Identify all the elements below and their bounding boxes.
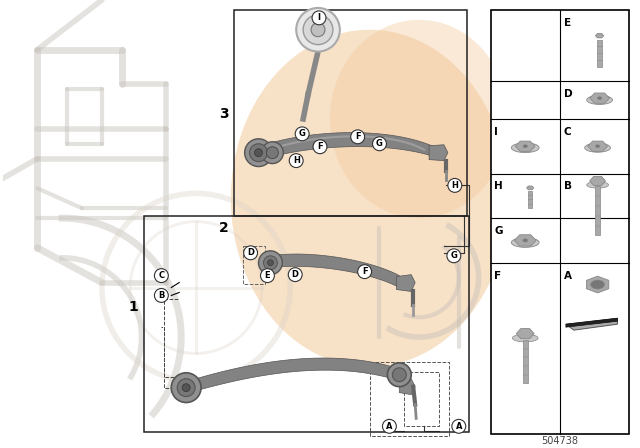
Bar <box>234 10 467 216</box>
Text: G: G <box>495 226 503 236</box>
Text: H: H <box>292 156 300 165</box>
Text: C: C <box>158 271 164 280</box>
Polygon shape <box>516 328 534 339</box>
Circle shape <box>244 246 257 260</box>
Ellipse shape <box>231 30 508 367</box>
Text: F: F <box>495 271 502 280</box>
Circle shape <box>312 11 326 25</box>
Circle shape <box>177 379 195 396</box>
Polygon shape <box>259 133 434 161</box>
Ellipse shape <box>523 145 527 148</box>
Text: I: I <box>495 127 499 137</box>
Circle shape <box>268 260 273 266</box>
Polygon shape <box>515 235 536 246</box>
Circle shape <box>311 23 325 37</box>
Bar <box>490 10 629 434</box>
Polygon shape <box>595 34 604 38</box>
Polygon shape <box>271 254 399 288</box>
Polygon shape <box>515 141 535 151</box>
Text: G: G <box>451 251 458 260</box>
Polygon shape <box>588 141 607 151</box>
Text: G: G <box>376 139 383 148</box>
Ellipse shape <box>585 143 611 152</box>
Circle shape <box>262 142 284 164</box>
Text: I: I <box>317 13 321 22</box>
Circle shape <box>182 383 190 392</box>
Text: D: D <box>564 89 573 99</box>
Circle shape <box>452 419 466 433</box>
Ellipse shape <box>511 237 539 247</box>
Text: E: E <box>265 271 270 280</box>
Text: A: A <box>386 422 393 431</box>
Bar <box>528 191 532 208</box>
Text: 504738: 504738 <box>541 436 579 446</box>
Text: 3: 3 <box>219 107 228 121</box>
Polygon shape <box>396 275 415 292</box>
Bar <box>143 216 468 432</box>
Circle shape <box>351 130 365 144</box>
Polygon shape <box>566 318 618 327</box>
Bar <box>597 39 602 67</box>
Ellipse shape <box>513 334 538 342</box>
Text: D: D <box>247 248 254 257</box>
Ellipse shape <box>587 95 612 104</box>
Ellipse shape <box>523 239 527 242</box>
Bar <box>523 340 528 383</box>
Text: F: F <box>317 142 323 151</box>
Circle shape <box>447 249 461 263</box>
Text: D: D <box>292 270 299 279</box>
Text: F: F <box>355 132 360 141</box>
Ellipse shape <box>597 97 602 99</box>
Circle shape <box>288 268 302 281</box>
Circle shape <box>154 289 168 302</box>
Polygon shape <box>527 186 534 190</box>
Ellipse shape <box>595 145 600 148</box>
Text: A: A <box>456 422 462 431</box>
Circle shape <box>264 256 277 270</box>
Polygon shape <box>586 276 609 293</box>
Ellipse shape <box>330 20 508 218</box>
Circle shape <box>313 140 327 154</box>
Ellipse shape <box>511 143 539 153</box>
Bar <box>595 186 600 236</box>
Text: A: A <box>564 271 572 280</box>
Circle shape <box>295 127 309 141</box>
Circle shape <box>266 147 278 159</box>
Text: B: B <box>564 181 572 191</box>
Circle shape <box>259 251 282 275</box>
Text: B: B <box>158 291 164 300</box>
Circle shape <box>255 149 262 157</box>
Circle shape <box>358 265 372 279</box>
Text: 1: 1 <box>129 300 139 314</box>
Circle shape <box>392 368 406 382</box>
Polygon shape <box>399 379 415 395</box>
Text: 2: 2 <box>219 221 228 235</box>
Polygon shape <box>186 358 399 394</box>
Circle shape <box>448 178 462 192</box>
Circle shape <box>303 15 333 45</box>
Circle shape <box>387 363 412 387</box>
Circle shape <box>372 137 387 151</box>
Text: C: C <box>564 127 572 137</box>
Circle shape <box>172 373 201 402</box>
Circle shape <box>250 144 268 162</box>
Polygon shape <box>566 318 618 330</box>
Text: G: G <box>299 129 305 138</box>
Circle shape <box>296 8 340 52</box>
Polygon shape <box>589 177 605 185</box>
Text: E: E <box>564 18 571 28</box>
Circle shape <box>154 269 168 283</box>
Text: F: F <box>362 267 367 276</box>
Polygon shape <box>429 145 448 161</box>
Circle shape <box>289 154 303 168</box>
Text: H: H <box>451 181 458 190</box>
Text: H: H <box>495 181 503 191</box>
Ellipse shape <box>591 280 605 289</box>
Circle shape <box>260 269 275 283</box>
Ellipse shape <box>587 181 609 188</box>
Polygon shape <box>589 93 609 103</box>
Circle shape <box>244 139 273 167</box>
Circle shape <box>383 419 396 433</box>
